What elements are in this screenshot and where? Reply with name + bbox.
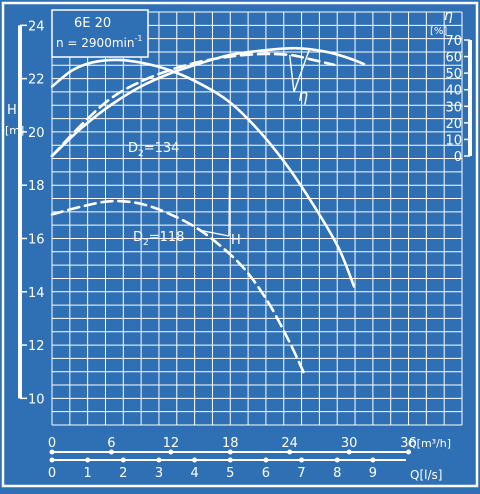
efficiency-axis-tick-label: 0	[454, 150, 462, 165]
flow-m3h-axis-tick	[108, 449, 114, 455]
d2-134-symbol: D	[128, 141, 138, 156]
flow-ls-prefix: Q	[410, 468, 419, 482]
head-axis-tick-label: 10	[28, 392, 45, 407]
flow-m3h-axis-tick	[49, 449, 55, 455]
flow-ls-axis-title: Q[l/s]	[410, 468, 442, 482]
flow-m3h-axis-title: Q[m³/h]	[408, 437, 451, 450]
flow-m3h-unit: [m³/h]	[417, 437, 451, 450]
speed-text: n = 2900min	[56, 36, 134, 50]
flow-ls-axis-tick-label: 3	[155, 466, 163, 481]
head-axis-tick-label: 14	[28, 286, 45, 301]
flow-ls-axis-tick	[49, 457, 55, 463]
flow-ls-axis-tick-label: 5	[226, 466, 234, 481]
curves	[50, 46, 366, 376]
flow-m3h-axis-tick	[168, 449, 174, 455]
d2-134-label: D2=134	[128, 141, 179, 159]
efficiency-axis-tick-label: 60	[445, 51, 462, 66]
efficiency-axis-tick-label: 70	[445, 34, 462, 49]
model-label: 6E 20	[74, 16, 111, 31]
flow-ls-axis-tick	[85, 457, 91, 463]
head-axis-tick-label: 22	[28, 73, 45, 88]
d2-134-value: =134	[144, 141, 180, 156]
flow-m3h-axis-tick-label: 24	[281, 436, 298, 451]
head-axis-tick-label: 16	[28, 232, 45, 247]
series-curve-0	[50, 46, 366, 158]
flow-ls-axis-tick-label: 7	[297, 466, 305, 481]
flow-ls-axis-tick-label: 8	[333, 466, 341, 481]
head-axis-tick-label: 18	[28, 179, 45, 194]
eta-leader-line-dashed	[288, 54, 295, 93]
efficiency-axis-title: η	[444, 8, 453, 24]
efficiency-axis-tick-label: 40	[445, 84, 462, 99]
eta-leader-line-solid	[293, 48, 311, 93]
series-curve-1	[50, 52, 336, 158]
d2-134-subscript: 2	[138, 149, 144, 159]
head-axis-title: H	[7, 103, 17, 118]
speed-exponent: -1	[134, 34, 142, 43]
head-axis-unit: [m]	[5, 124, 24, 137]
speed-label: n = 2900min-1	[56, 34, 142, 50]
flow-m3h-axis-tick-label: 6	[107, 436, 115, 451]
flow-m3h-axis-tick-label: 18	[222, 436, 239, 451]
header-box	[51, 9, 149, 58]
d2-118-subscript: 2	[143, 238, 149, 248]
flow-ls-axis-tick	[299, 457, 305, 463]
flow-ls-axis-tick-label: 1	[84, 466, 92, 481]
flow-m3h-axis-tick-label: 12	[163, 436, 180, 451]
flow-m3h-axis-tick-label: 30	[341, 436, 358, 451]
flow-ls-axis-tick	[227, 457, 233, 463]
d2-118-value: =118	[149, 230, 185, 245]
flow-ls-axis-tick-label: 2	[119, 466, 127, 481]
head-axis-tick-label: 24	[28, 19, 45, 34]
flow-m3h-axis-tick-label: 0	[48, 436, 56, 451]
d2-118-label: D2=118	[133, 230, 184, 248]
flow-ls-axis-tick-label: 6	[262, 466, 270, 481]
head-leader-line-solid	[228, 102, 231, 237]
flow-m3h-axis-tick	[406, 449, 412, 455]
flow-ls-axis-tick	[192, 457, 198, 463]
series-curve-2	[50, 58, 356, 288]
flow-ls-axis-tick	[120, 457, 126, 463]
flow-ls-axis-tick	[370, 457, 376, 463]
efficiency-axis-tick-label: 10	[445, 133, 462, 148]
head-leader-line-dashed	[200, 229, 230, 237]
flow-ls-unit: [l/s]	[419, 468, 442, 482]
head-axis-tick-label: 20	[28, 126, 45, 141]
flow-m3h-axis-tick	[227, 449, 233, 455]
flow-m3h-axis-tick	[346, 449, 352, 455]
flow-ls-axis-tick	[263, 457, 269, 463]
flow-ls-axis-tick	[334, 457, 340, 463]
d2-118-symbol: D	[133, 230, 143, 245]
flow-m3h-axis-tick	[287, 449, 293, 455]
efficiency-axis-unit: [%]	[430, 26, 447, 37]
head-axis-tick-label: 12	[28, 339, 45, 354]
efficiency-axis-tick-label: 30	[445, 100, 462, 115]
efficiency-axis-tick-label: 20	[445, 117, 462, 132]
flow-ls-axis-tick-label: 0	[48, 466, 56, 481]
efficiency-axis-tick-label: 50	[445, 67, 462, 82]
flow-m3h-prefix: Q	[408, 437, 417, 450]
eta-curve-label: η	[298, 86, 308, 105]
flow-ls-axis-tick-label: 4	[190, 466, 198, 481]
flow-ls-axis-tick-label: 9	[369, 466, 377, 481]
flow-m3h-axis-tick-label: 36	[400, 436, 417, 451]
flow-ls-axis-tick	[156, 457, 162, 463]
head-curve-label: H	[231, 233, 241, 248]
